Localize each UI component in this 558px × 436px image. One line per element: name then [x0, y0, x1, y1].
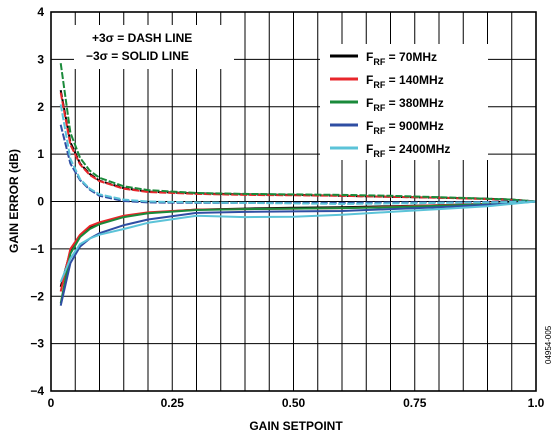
- legend-label: FRF = 380MHz: [366, 96, 444, 113]
- x-tick-label: 0: [48, 396, 55, 410]
- y-tick-label: −2: [30, 289, 44, 303]
- annotation-box: +3σ = DASH LINE −3σ = SOLID LINE: [74, 25, 234, 69]
- x-tick-label: 1.0: [528, 396, 545, 410]
- y-tick-label: 4: [37, 5, 44, 19]
- x-tick-label: 0.25: [161, 396, 185, 410]
- series-line-upper-2: [59, 63, 537, 203]
- x-tick-label: 0.50: [282, 396, 306, 410]
- plot-frame: [50, 11, 537, 392]
- series-line-lower-3: [59, 200, 537, 306]
- y-tick-label: 2: [37, 100, 44, 114]
- y-tick-label: −3: [30, 337, 44, 351]
- legend-label: FRF = 70MHz: [366, 50, 437, 67]
- y-tick-label: 1: [37, 147, 44, 161]
- y-tick-label: −4: [30, 384, 44, 398]
- series-line-lower-4: [59, 200, 537, 283]
- annotation-background: [74, 25, 234, 69]
- y-tick-label: 0: [37, 195, 44, 209]
- annotation-plus-3-sigma: +3σ = DASH LINE: [92, 31, 192, 45]
- legend-label: FRF = 900MHz: [366, 119, 444, 136]
- legend-label: FRF = 140MHz: [366, 73, 444, 90]
- series-lines: [59, 63, 537, 306]
- x-axis-title: GAIN SETPOINT: [249, 419, 343, 433]
- series-line-upper-4: [59, 104, 537, 205]
- y-tick-label: 3: [37, 52, 44, 66]
- series-line-upper-1: [59, 92, 537, 203]
- y-axis-title: GAIN ERROR (dB): [7, 149, 21, 253]
- legend: FRF = 70MHz FRF = 140MHz FRF = 380MHz FRF =…: [320, 44, 488, 160]
- y-tick-label: −1: [30, 242, 44, 256]
- annotation-minus-3-sigma: −3σ = SOLID LINE: [86, 49, 189, 63]
- tick-labels: −4 −3 −2 −1 0 1 2 3 4 0 0.25 0.50 0.75 1.0: [30, 5, 544, 410]
- legend-label: FRF = 2400MHz: [366, 142, 450, 159]
- x-tick-label: 0.75: [403, 396, 427, 410]
- figure-id: 04954-005: [544, 325, 553, 364]
